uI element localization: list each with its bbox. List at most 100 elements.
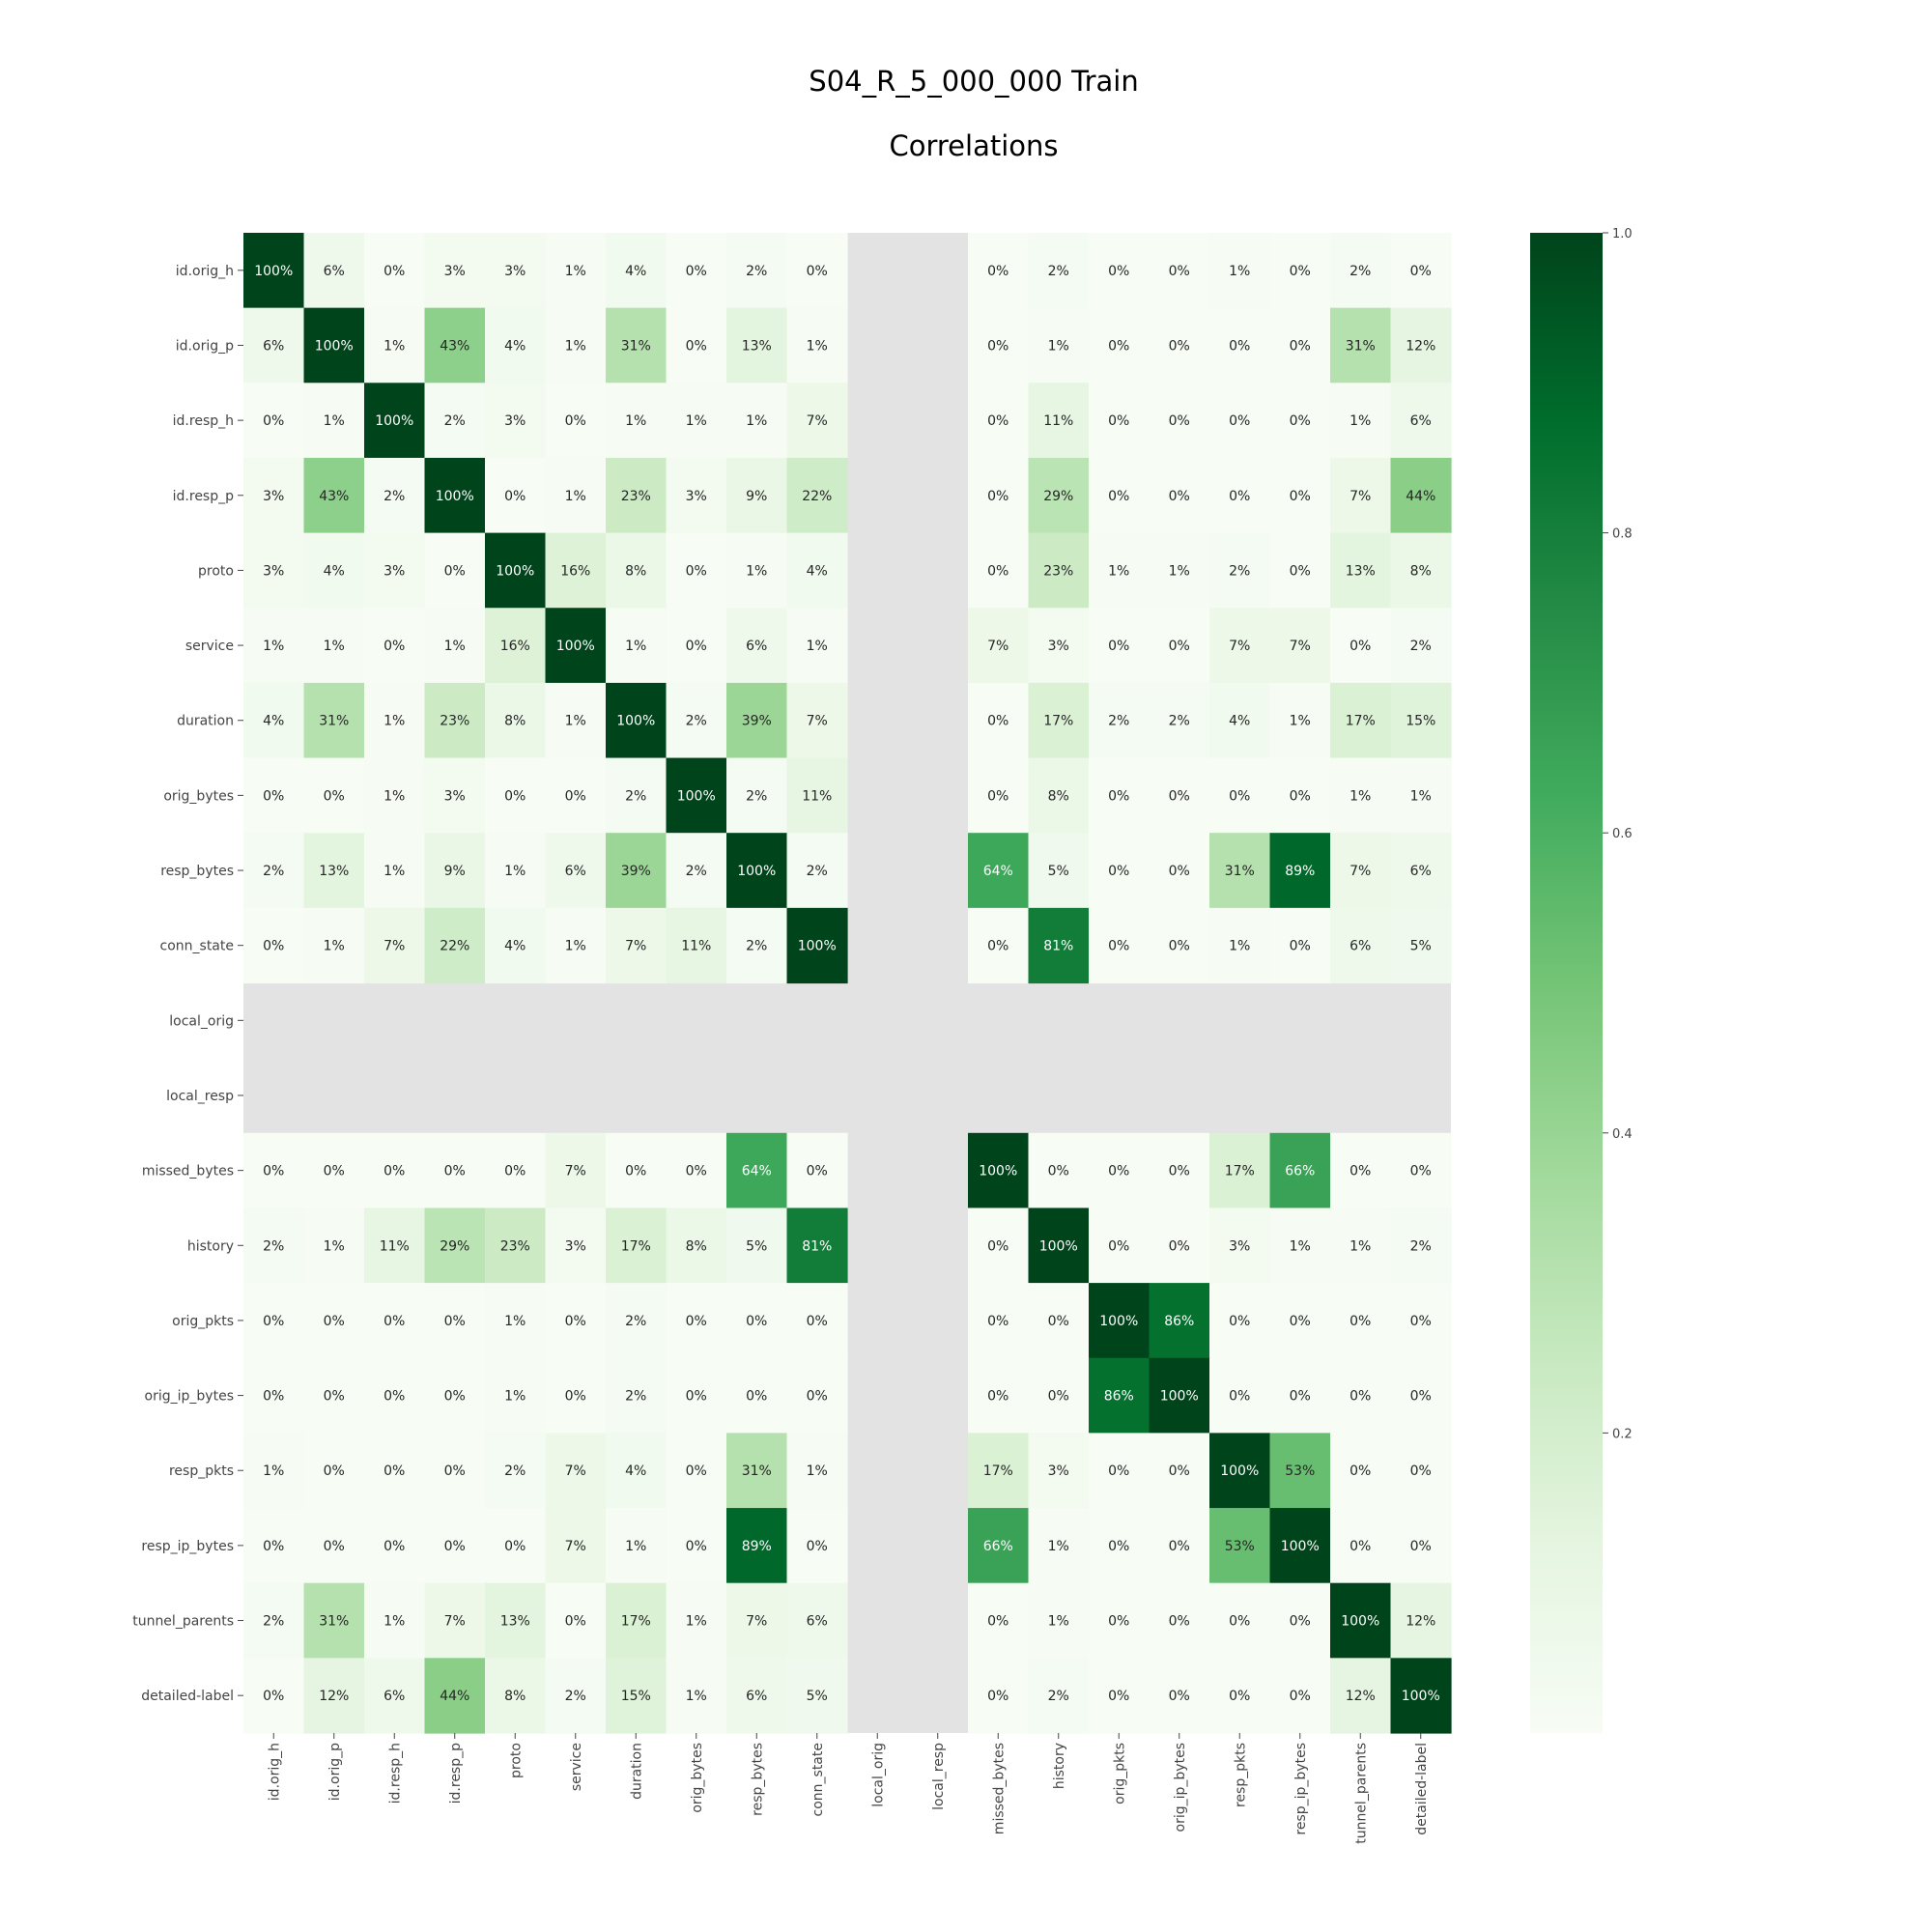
cell-value-label: 2% — [746, 939, 767, 954]
cell-value-label: 11% — [380, 1238, 410, 1254]
heatmap-cell — [424, 233, 486, 309]
heatmap-cell — [968, 757, 1030, 834]
cell-value-label: 0% — [746, 1314, 767, 1329]
heatmap-grid: 100% 6% 0% 3% 3% 1% 4% 0% 2% 0% 0% 2% 0% 0% 1% 0% 2% 0% 6%… — [243, 233, 1452, 1734]
heatmap-cell — [1269, 1582, 1331, 1659]
heatmap-cell — [1089, 608, 1151, 684]
cell-value-label: 1% — [1048, 1539, 1069, 1554]
cell-value-label: 0% — [987, 264, 1009, 279]
heatmap-cell — [968, 1132, 1030, 1209]
cell-value-label: 0% — [1169, 1164, 1190, 1179]
x-tick-label: orig_pkts — [1112, 1743, 1127, 1804]
heatmap-cell — [303, 383, 365, 459]
heatmap-cell — [1390, 307, 1452, 384]
cell-value-label: 100% — [979, 1164, 1017, 1179]
cell-value-label: 3% — [444, 788, 466, 804]
heatmap-cell — [786, 1132, 848, 1209]
cell-value-label: 0% — [1169, 639, 1190, 654]
cell-value-label: 1% — [1108, 563, 1129, 579]
cell-value-label: 1% — [504, 1314, 526, 1329]
cell-value-label: 64% — [742, 1164, 772, 1179]
cell-value-label: 0% — [324, 1539, 345, 1554]
cell-value-label: 0% — [565, 1389, 586, 1405]
cell-value-label: 0% — [1169, 788, 1190, 804]
cell-value-label: 2% — [625, 1314, 646, 1329]
heatmap-cell — [1269, 907, 1331, 984]
cell-value-label: 0% — [324, 1314, 345, 1329]
heatmap-cell — [1089, 1208, 1151, 1284]
cell-value-label: 17% — [1225, 1164, 1255, 1179]
heatmap-cell — [364, 1208, 426, 1284]
cell-value-label: 0% — [987, 939, 1009, 954]
heatmap-cell — [303, 1508, 365, 1584]
heatmap-cell — [545, 383, 607, 459]
heatmap-cell — [666, 383, 727, 459]
cell-value-label: 2% — [384, 489, 405, 504]
x-tick-label: duration — [629, 1743, 644, 1800]
heatmap-cell — [1330, 1582, 1392, 1659]
cell-value-label: 0% — [504, 788, 526, 804]
heatmap-cell — [545, 1208, 607, 1284]
cell-value-label: 8% — [504, 714, 526, 729]
heatmap-cell — [1089, 383, 1151, 459]
cell-value-label: 89% — [742, 1539, 772, 1554]
heatmap-cell — [1330, 682, 1392, 759]
colorbar-tick-label: 1.0 — [1612, 227, 1633, 242]
heatmap-cell — [1330, 907, 1392, 984]
heatmap-cell — [1089, 1433, 1151, 1509]
cell-value-label: 0% — [324, 1164, 345, 1179]
heatmap-cell — [303, 457, 365, 534]
cell-value-label: 22% — [802, 489, 832, 504]
heatmap-cell — [1209, 682, 1271, 759]
cell-value-label: 0% — [565, 413, 586, 429]
cell-value-label: 0% — [1169, 489, 1190, 504]
heatmap-cell — [786, 757, 848, 834]
cell-value-label: 100% — [798, 939, 837, 954]
heatmap-cell — [424, 1658, 486, 1734]
heatmap-cell — [606, 907, 668, 984]
heatmap-cell — [726, 608, 788, 684]
heatmap-cell — [1028, 682, 1090, 759]
cell-value-label: 0% — [1108, 1238, 1129, 1254]
heatmap-cell — [666, 1508, 727, 1584]
cell-value-label: 0% — [384, 1389, 405, 1405]
x-tick-label: conn_state — [810, 1743, 826, 1816]
heatmap-cell — [1149, 757, 1210, 834]
heatmap-cell — [1149, 1132, 1210, 1209]
cell-value-label: 0% — [1229, 1314, 1250, 1329]
heatmap-cell — [485, 907, 547, 984]
heatmap-cell — [303, 1283, 365, 1359]
cell-value-label: 0% — [1169, 1614, 1190, 1630]
cell-value-label: 2% — [686, 864, 707, 879]
heatmap-cell — [364, 1283, 426, 1359]
heatmap-cell — [1149, 1283, 1210, 1359]
cell-value-label: 0% — [686, 264, 707, 279]
heatmap-cell — [1089, 833, 1151, 909]
heatmap-cell — [1269, 833, 1331, 909]
cell-value-label: 0% — [1290, 563, 1311, 579]
cell-value-label: 100% — [254, 264, 293, 279]
x-axis-labels: id.orig_h id.orig_p id.resp_h id.resp_p prot… — [267, 1733, 1430, 1844]
cell-value-label: 100% — [1039, 1238, 1078, 1254]
heatmap-cell — [1089, 1357, 1151, 1434]
cell-value-label: 4% — [324, 563, 345, 579]
heatmap-cell — [545, 1582, 607, 1659]
cell-value-label: 1% — [384, 788, 405, 804]
heatmap-cell — [1089, 1658, 1151, 1734]
cell-value-label: 0% — [1290, 788, 1311, 804]
cell-value-label: 1% — [565, 338, 586, 354]
heatmap-cell — [1028, 757, 1090, 834]
heatmap-cell — [243, 907, 305, 984]
cell-value-label: 7% — [565, 1164, 586, 1179]
heatmap-cell — [1089, 457, 1151, 534]
heatmap-cell — [1390, 1508, 1452, 1584]
cell-value-label: 100% — [1281, 1539, 1320, 1554]
heatmap-cell — [786, 307, 848, 384]
cell-value-label: 8% — [504, 1689, 526, 1704]
cell-value-label: 0% — [1290, 1389, 1311, 1405]
heatmap-cell — [1149, 1658, 1210, 1734]
heatmap-cell — [364, 682, 426, 759]
heatmap-cell — [243, 1433, 305, 1509]
heatmap-cell — [1269, 1283, 1331, 1359]
cell-value-label: 0% — [263, 1689, 284, 1704]
